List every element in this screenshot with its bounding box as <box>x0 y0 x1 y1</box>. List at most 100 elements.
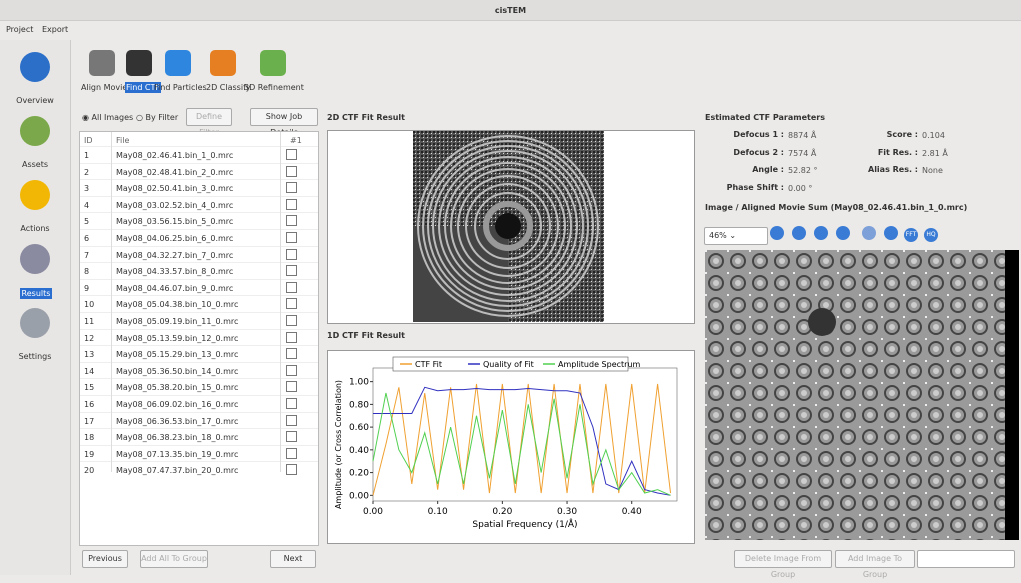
y-tick-label: 0.20 <box>349 469 369 479</box>
checkbox[interactable] <box>286 464 297 476</box>
param-label: Phase Shift : <box>726 182 784 192</box>
checkbox[interactable] <box>286 447 297 459</box>
tab-icon <box>125 50 152 76</box>
sidebar-label[interactable]: Overview <box>16 96 54 105</box>
radio-all[interactable]: ◉ All Images <box>82 113 134 122</box>
legend-label: Amplitude Spectrum <box>558 360 641 369</box>
row-line <box>80 146 318 147</box>
row-line <box>80 212 318 214</box>
checkbox[interactable] <box>286 364 297 376</box>
tab-icon <box>260 50 286 76</box>
row-line <box>80 428 318 430</box>
id-cell: 1 <box>84 151 90 160</box>
sidebar-icon <box>20 244 50 274</box>
header-cell: ID <box>84 136 93 145</box>
id-cell: 12 <box>84 333 95 343</box>
series-line <box>372 392 671 496</box>
id-cell: 18 <box>84 433 95 443</box>
file-cell: May08_04.46.07.bin_9_0.mrc <box>116 283 234 293</box>
checkbox[interactable] <box>286 414 297 426</box>
param-value: 8874 Å <box>788 131 817 140</box>
param-value: 7574 Å <box>788 148 817 158</box>
fft-toggle[interactable]: FFT <box>904 228 918 242</box>
hq-toggle[interactable]: HQ <box>924 228 938 242</box>
param-label: Score : <box>886 130 918 139</box>
tab-label[interactable]: 2D Classify <box>206 83 251 92</box>
legend-box <box>392 356 629 372</box>
panel-title: 2D CTF Fit Result <box>327 113 405 122</box>
file-cell: May08_07.47.37.bin_20_0.mrc <box>116 466 239 476</box>
sidebar-label[interactable]: Settings <box>18 352 52 361</box>
param-value: None <box>922 166 943 175</box>
checkbox[interactable] <box>286 198 297 210</box>
checkbox[interactable] <box>286 381 297 393</box>
y-tick-label: 0.40 <box>349 446 369 456</box>
file-cell: May08_03.02.52.bin_4_0.mrc <box>116 200 234 210</box>
sidebar-label[interactable]: Actions <box>20 224 50 233</box>
tab-label[interactable]: 3D Refinement <box>244 83 304 92</box>
checkbox[interactable] <box>286 398 297 409</box>
file-cell: May08_03.56.15.bin_5_0.mrc <box>116 217 234 227</box>
label: All Images <box>91 113 134 122</box>
checkbox[interactable] <box>286 281 297 293</box>
group-select[interactable] <box>917 550 1015 568</box>
checkbox[interactable] <box>286 165 297 177</box>
x-tick-label: 0.20 <box>492 507 512 517</box>
file-cell: May08_05.13.59.bin_12_0.mrc <box>116 333 239 343</box>
id-cell: 16 <box>84 400 95 409</box>
checkbox[interactable] <box>286 298 297 310</box>
y-tick-label: 0.60 <box>349 423 369 433</box>
checkbox[interactable] <box>286 182 297 194</box>
zoom-value: 46% <box>709 231 727 240</box>
series-line <box>372 383 672 496</box>
menu-item[interactable]: Project <box>6 25 34 34</box>
param-label: Defocus 2 : <box>733 147 784 157</box>
row-line <box>80 262 318 264</box>
delete-image-button[interactable]: Delete Image From Group <box>734 550 832 579</box>
legend-label: CTF Fit <box>415 360 442 369</box>
checkbox[interactable] <box>286 331 297 343</box>
id-cell: 10 <box>84 300 95 310</box>
radio-filter[interactable]: ○ By Filter <box>136 113 179 122</box>
checkbox[interactable] <box>286 431 297 443</box>
sidebar-label[interactable]: Results <box>20 288 52 299</box>
checkbox[interactable] <box>286 149 297 160</box>
id-cell: 5 <box>84 217 90 227</box>
add-all-button[interactable]: Add All To Group <box>140 550 208 568</box>
tab-label[interactable]: Align Movies <box>81 83 132 92</box>
id-cell: 14 <box>84 366 95 376</box>
file-cell: May08_04.33.57.bin_8_0.mrc <box>116 267 234 277</box>
next-button[interactable]: Next <box>270 550 316 568</box>
menu-item[interactable]: Export <box>42 25 69 34</box>
job-details-button[interactable]: Show Job Details <box>250 108 318 137</box>
row-line <box>80 345 318 347</box>
tab-icon <box>165 50 191 76</box>
tab-label[interactable]: Find CTF <box>125 82 162 93</box>
sidebar-icon <box>20 52 50 82</box>
table <box>79 131 319 546</box>
checkbox[interactable] <box>286 265 297 277</box>
row-line <box>80 411 318 413</box>
zoom-select[interactable]: 46% ⌄ <box>704 227 768 245</box>
image-title: Image / Aligned Movie Sum (May08_02.46.4… <box>705 203 968 212</box>
add-image-button[interactable]: Add Image To Group <box>835 550 915 579</box>
define-filter-button[interactable]: Define Filter <box>186 108 232 137</box>
series-line <box>373 386 671 496</box>
previous-button[interactable]: Previous <box>82 550 128 568</box>
panel-title: Estimated CTF Parameters <box>705 113 825 122</box>
checkbox[interactable] <box>286 232 297 243</box>
sidebar-label[interactable]: Assets <box>21 160 49 169</box>
row-line <box>80 328 318 330</box>
file-cell: May08_06.36.53.bin_17_0.mrc <box>116 416 239 426</box>
row-line <box>80 395 318 396</box>
tab-icon <box>210 50 236 76</box>
micrograph <box>705 250 1019 540</box>
checkbox[interactable] <box>286 248 297 260</box>
file-cell: May08_04.32.27.bin_7_0.mrc <box>116 250 234 260</box>
tab-label[interactable]: Find Particles <box>154 83 207 92</box>
checkbox[interactable] <box>286 315 297 326</box>
checkbox[interactable] <box>286 215 297 227</box>
row-line <box>80 361 318 363</box>
x-axis-label: Spatial Frequency (1/Å) <box>472 518 577 530</box>
checkbox[interactable] <box>286 348 297 360</box>
